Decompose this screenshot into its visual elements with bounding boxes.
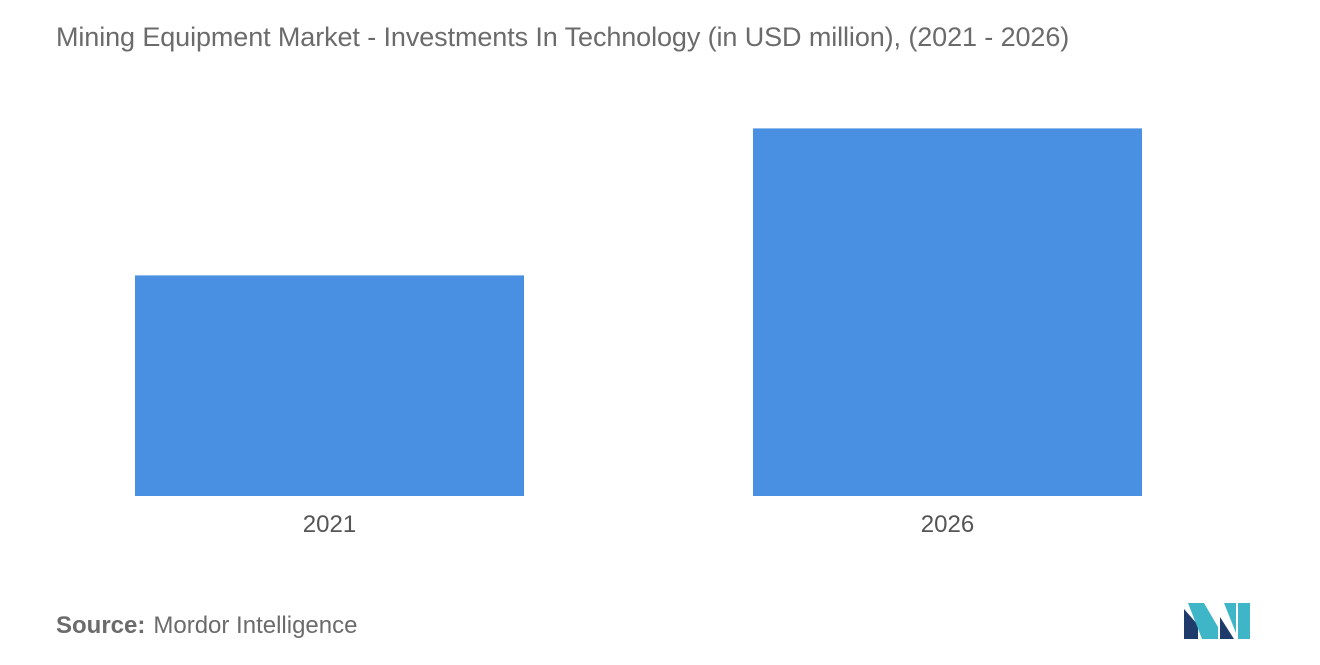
bars-group [135,128,1142,496]
chart-title: Mining Equipment Market - Investments In… [56,22,1070,52]
bar-2021 [135,275,524,496]
bar-2026 [753,128,1142,496]
source-value: Mordor Intelligence [153,612,358,639]
mordor-intelligence-logo-icon [1184,603,1250,639]
x-tick-label-2026: 2026 [921,511,974,538]
x-tick-label-2021: 2021 [303,511,356,538]
x-tick-labels: 2021 2026 [303,511,974,538]
source-note: Source: Mordor Intelligence [56,612,357,640]
source-label: Source: [56,612,146,639]
